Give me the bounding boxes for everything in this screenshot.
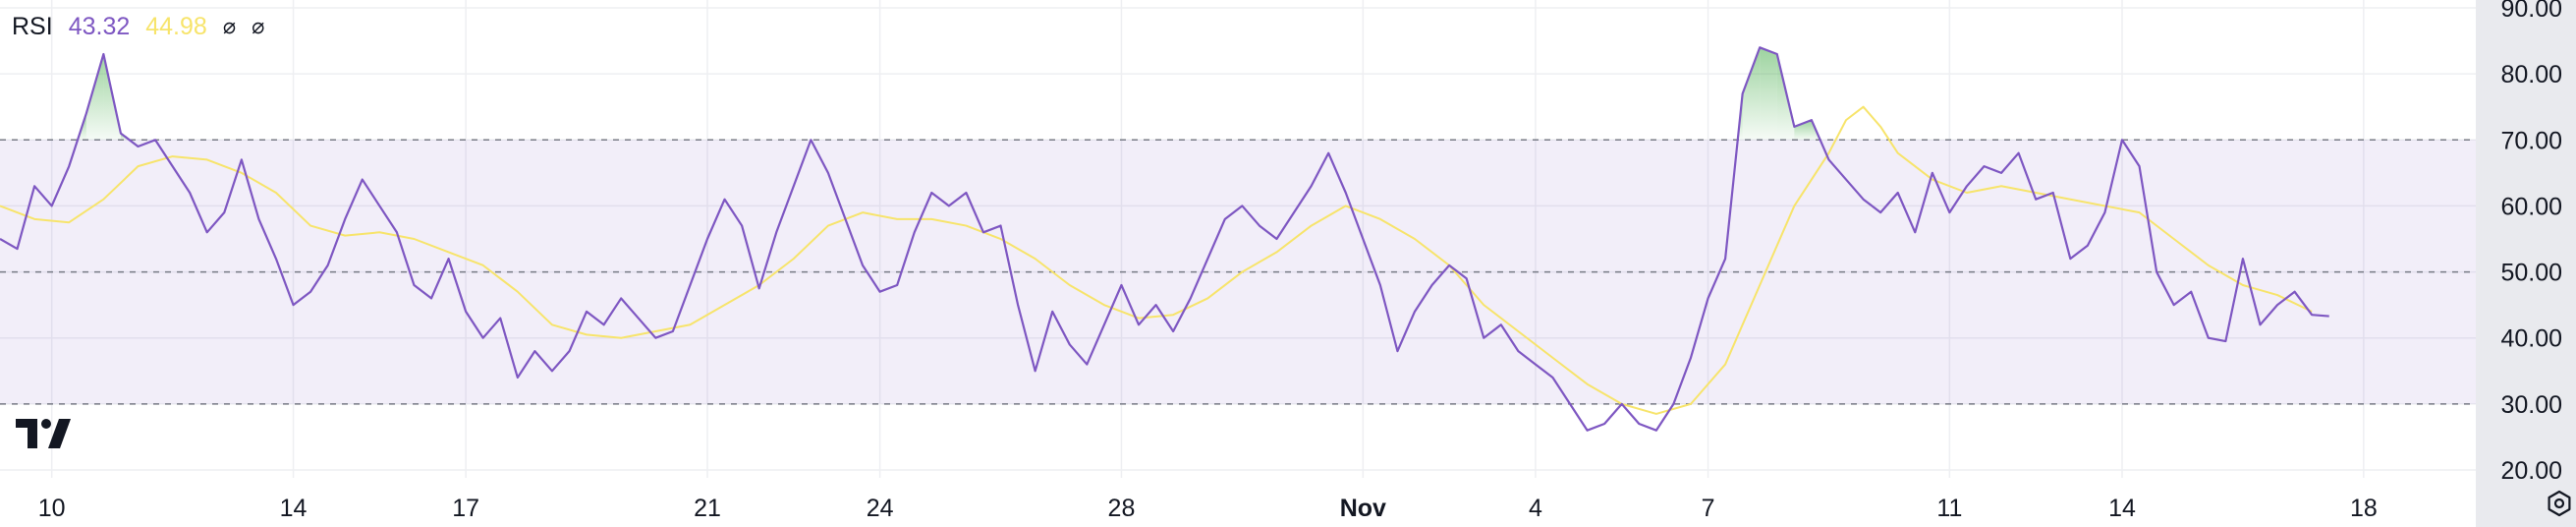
- y-tick-label: 50.00: [2500, 260, 2562, 287]
- settings-gear-icon[interactable]: [2545, 489, 2574, 518]
- ma-value: 44.98: [145, 12, 207, 40]
- y-tick-label: 60.00: [2500, 193, 2562, 220]
- x-tick-label: 28: [1108, 495, 1136, 522]
- overbought-area: [1760, 47, 1777, 141]
- y-tick-label: 30.00: [2500, 391, 2562, 419]
- x-tick-label: 14: [280, 495, 308, 522]
- x-tick-label: 10: [38, 495, 66, 522]
- y-axis[interactable]: 90.00 80.00 70.00 60.00 50.00 40.00 30.00 20.00: [2500, 0, 2562, 485]
- tradingview-logo-icon[interactable]: [16, 417, 79, 450]
- overbought-fill: [78, 47, 1820, 141]
- y-tick-label: 90.00: [2500, 0, 2562, 23]
- indicator-legend[interactable]: RSI 43.32 44.98 ⌀ ⌀: [12, 6, 264, 47]
- x-tick-label: 4: [1529, 495, 1542, 522]
- rsi-levels: [0, 139, 2476, 405]
- x-tick-label: 21: [694, 495, 721, 522]
- y-tick-label: 70.00: [2500, 127, 2562, 154]
- y-tick-label: 40.00: [2500, 325, 2562, 353]
- x-axis[interactable]: 10 14 17 21 24 28 Nov 4 7 11 14 18: [38, 495, 2378, 522]
- overbought-area: [85, 54, 104, 141]
- rsi-line[interactable]: [0, 46, 2329, 432]
- y-axis-panel: [2476, 0, 2576, 527]
- circle-slash-icon[interactable]: ⌀: [222, 14, 237, 38]
- overbought-area: [1742, 47, 1761, 141]
- x-tick-label: 14: [2108, 495, 2136, 522]
- overbought-area: [1794, 120, 1812, 141]
- x-tick-label: 11: [1936, 495, 1962, 522]
- rsi-series[interactable]: [0, 46, 2329, 432]
- x-tick-label: 17: [452, 495, 479, 522]
- y-tick-label: 20.00: [2500, 457, 2562, 485]
- indicator-name[interactable]: RSI: [12, 12, 53, 40]
- x-tick-label: 7: [1702, 495, 1715, 522]
- circle-slash-icon[interactable]: ⌀: [252, 14, 265, 38]
- x-axis-panel: [0, 478, 2476, 527]
- y-tick-label: 80.00: [2500, 61, 2562, 88]
- x-tick-label: Nov: [1340, 495, 1386, 522]
- x-tick-label: 24: [867, 495, 894, 522]
- rsi-value: 43.32: [68, 12, 131, 40]
- x-tick-label: 18: [2350, 495, 2378, 522]
